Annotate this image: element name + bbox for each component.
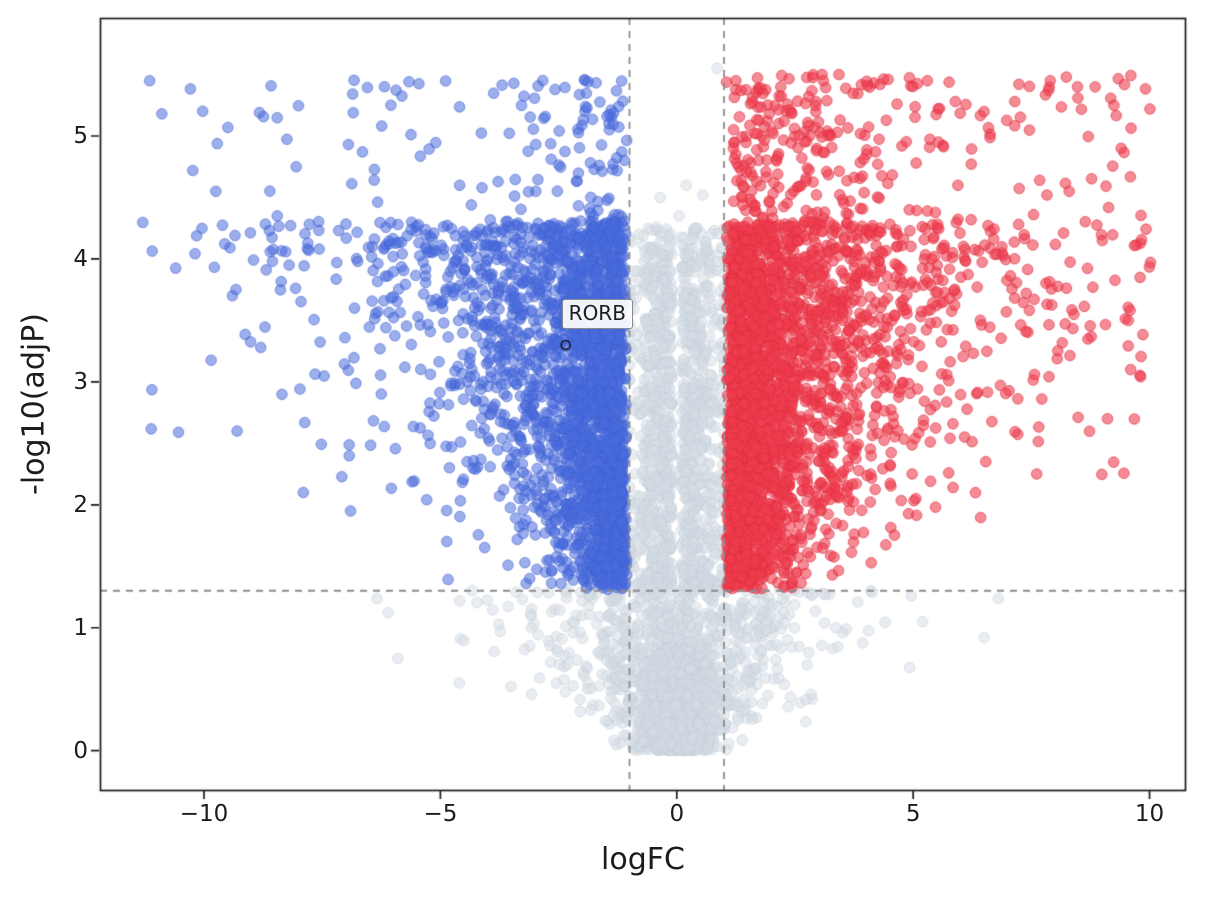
y-tick-label: 1 [73,614,88,641]
x-tick-label: 0 [669,801,685,827]
x-tick-label: −5 [423,801,458,827]
y-axis-label: -log10(adjP) [16,313,52,495]
y-tick-label: 0 [73,737,88,764]
x-axis-label: logFC [601,842,685,877]
y-tick-label: 4 [73,245,88,272]
x-tick-label: −10 [179,801,229,827]
y-tick-label: 2 [73,491,88,518]
x-tick-label: 5 [905,801,921,827]
y-tick-label: 5 [73,123,88,149]
y-tick-label: 3 [73,368,88,395]
gene-annotation-callout: RORB [561,298,633,329]
x-tick-label: 10 [1134,801,1165,827]
gene-annotation-text: RORB [568,300,626,325]
